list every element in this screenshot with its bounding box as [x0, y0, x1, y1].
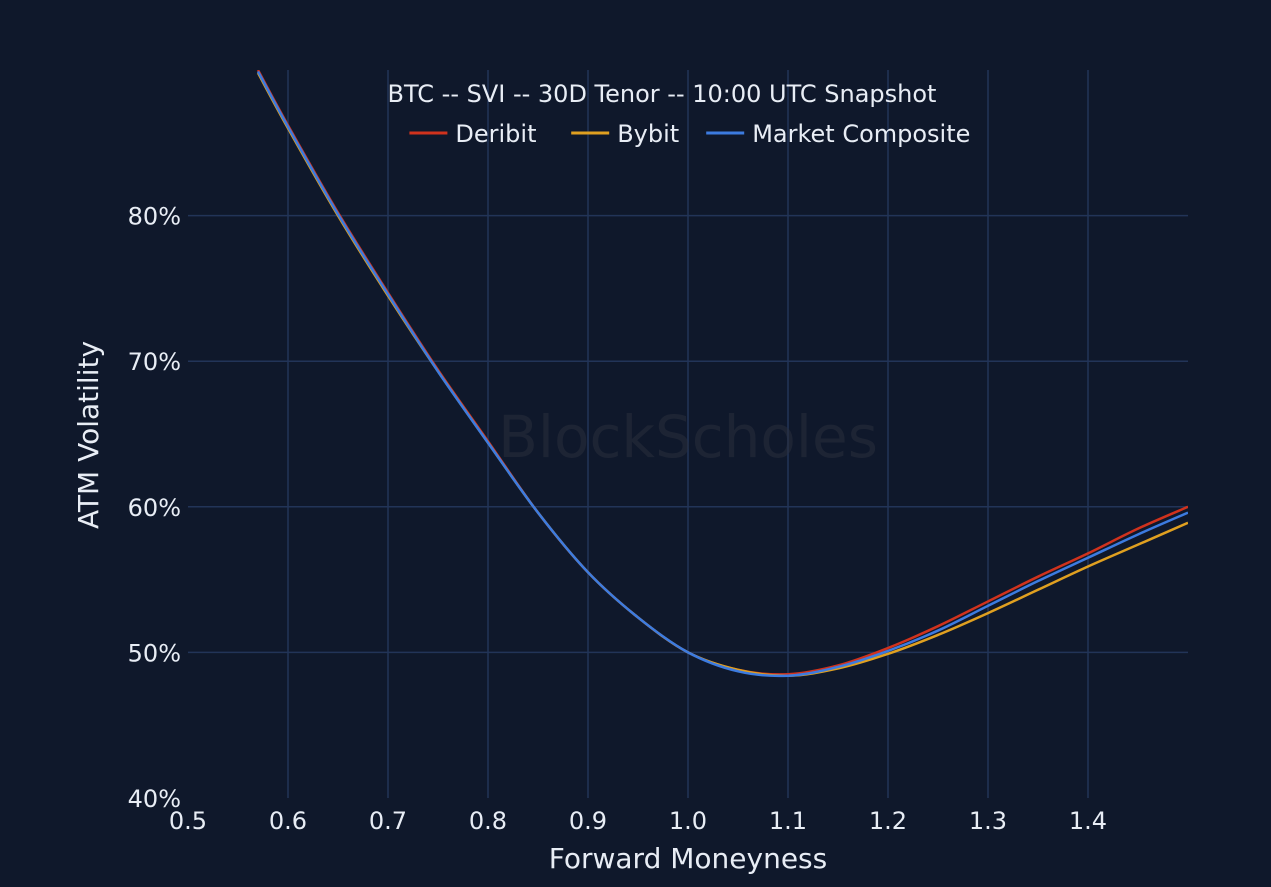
y-tick-label: 50%	[128, 639, 181, 667]
x-axis-title: Forward Moneyness	[549, 842, 827, 875]
x-tick-label: 1.3	[969, 807, 1007, 835]
x-tick-label: 1.1	[769, 807, 807, 835]
grid-lines	[188, 70, 1188, 798]
x-tick-label: 0.7	[369, 807, 407, 835]
y-axis-ticks: 40% 50% 60% 70% 80%	[128, 203, 181, 813]
x-tick-label: 0.5	[169, 807, 207, 835]
series-lines	[256, 70, 1188, 678]
y-tick-label: 80%	[128, 203, 181, 231]
x-tick-label: 1.2	[869, 807, 907, 835]
legend-label: Deribit	[455, 120, 536, 148]
y-axis-title: ATM Volatility	[72, 341, 105, 529]
legend-label: Market Composite	[752, 120, 970, 148]
series-line-market-composite	[256, 70, 1188, 678]
x-tick-label: 0.9	[569, 807, 607, 835]
y-tick-label: 40%	[128, 785, 181, 813]
legend-item-market-composite[interactable]: Market Composite	[706, 120, 970, 148]
chart-title: BTC -- SVI -- 30D Tenor -- 10:00 UTC Sna…	[388, 80, 937, 108]
x-tick-label: 1.0	[669, 807, 707, 835]
x-tick-label: 0.6	[269, 807, 307, 835]
legend-item-bybit[interactable]: Bybit	[571, 120, 679, 148]
x-tick-label: 1.4	[1069, 807, 1107, 835]
watermark-text: BlockScholes	[498, 403, 878, 471]
x-axis-ticks: 0.5 0.6 0.7 0.8 0.9 1.0 1.1 1.2 1.3 1.4	[169, 807, 1107, 835]
x-tick-label: 0.8	[469, 807, 507, 835]
legend: Deribit Bybit Market Composite	[409, 120, 970, 148]
legend-item-deribit[interactable]: Deribit	[409, 120, 536, 148]
y-tick-label: 60%	[128, 494, 181, 522]
legend-label: Bybit	[617, 120, 679, 148]
y-tick-label: 70%	[128, 348, 181, 376]
series-line-bybit	[256, 72, 1188, 677]
